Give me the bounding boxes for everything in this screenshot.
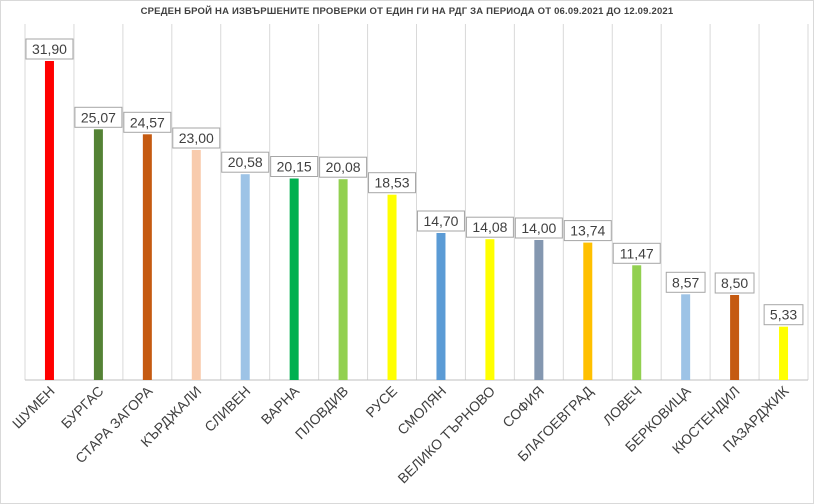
data-label: 14,08 (472, 219, 507, 235)
bar (387, 194, 397, 380)
bar (191, 150, 201, 380)
category-label: ПЛОВДИВ (292, 383, 351, 442)
category-label: ЛОВЕЧ (600, 383, 645, 428)
data-label: 18,53 (375, 175, 410, 191)
bar (681, 294, 691, 380)
data-label-box (763, 304, 804, 326)
data-label: 14,70 (423, 213, 458, 229)
data-label: 23,00 (179, 130, 214, 146)
data-label: 11,47 (620, 245, 654, 261)
data-label: 25,07 (81, 109, 116, 125)
category-label: СЛИВЕН (201, 383, 253, 435)
data-label-box (563, 220, 612, 242)
chart-title: СРЕДЕН БРОЙ НА ИЗВЪРШЕНИТЕ ПРОВЕРКИ ОТ Е… (140, 6, 674, 17)
data-label-box (368, 172, 417, 194)
bar (534, 240, 544, 380)
category-label: СОФИЯ (499, 383, 547, 431)
bar (730, 295, 740, 380)
data-label-box (123, 111, 172, 133)
bar (632, 265, 642, 380)
bar (289, 178, 299, 380)
data-label-box (172, 127, 221, 149)
bar (142, 134, 152, 380)
data-label-box (319, 156, 368, 178)
bar (436, 233, 446, 380)
data-label-box (714, 272, 755, 294)
data-label: 5,33 (770, 307, 797, 323)
bar (779, 326, 789, 380)
bar (338, 179, 348, 380)
data-label: 8,57 (672, 274, 699, 290)
data-label-box (612, 242, 661, 264)
data-label: 24,57 (130, 114, 165, 130)
category-label: БУРГАС (58, 383, 107, 432)
bar (44, 61, 54, 380)
data-label: 13,74 (570, 223, 605, 239)
data-label: 20,58 (228, 154, 263, 170)
data-label: 20,15 (277, 159, 312, 175)
data-label-box (416, 210, 465, 232)
data-label-box (665, 271, 706, 293)
bar (240, 174, 250, 380)
data-label-box (270, 156, 319, 177)
data-label-box (221, 151, 270, 173)
data-label: 14,00 (521, 220, 556, 236)
data-label: 20,08 (326, 159, 361, 175)
bar (93, 129, 103, 380)
data-label-box (25, 38, 74, 60)
category-label: ШУМЕН (9, 383, 58, 432)
data-label-box (465, 216, 514, 238)
category-label: ВЕЛИКО ТЪРНОВО (394, 383, 498, 487)
data-label-box (514, 217, 563, 239)
category-label: ВАРНА (258, 382, 303, 427)
category-label: РУСЕ (362, 383, 400, 421)
data-label: 31,90 (32, 41, 67, 57)
bar (485, 239, 495, 380)
data-label: 8,50 (721, 275, 748, 291)
bar (583, 242, 593, 380)
data-label-box (74, 106, 123, 128)
